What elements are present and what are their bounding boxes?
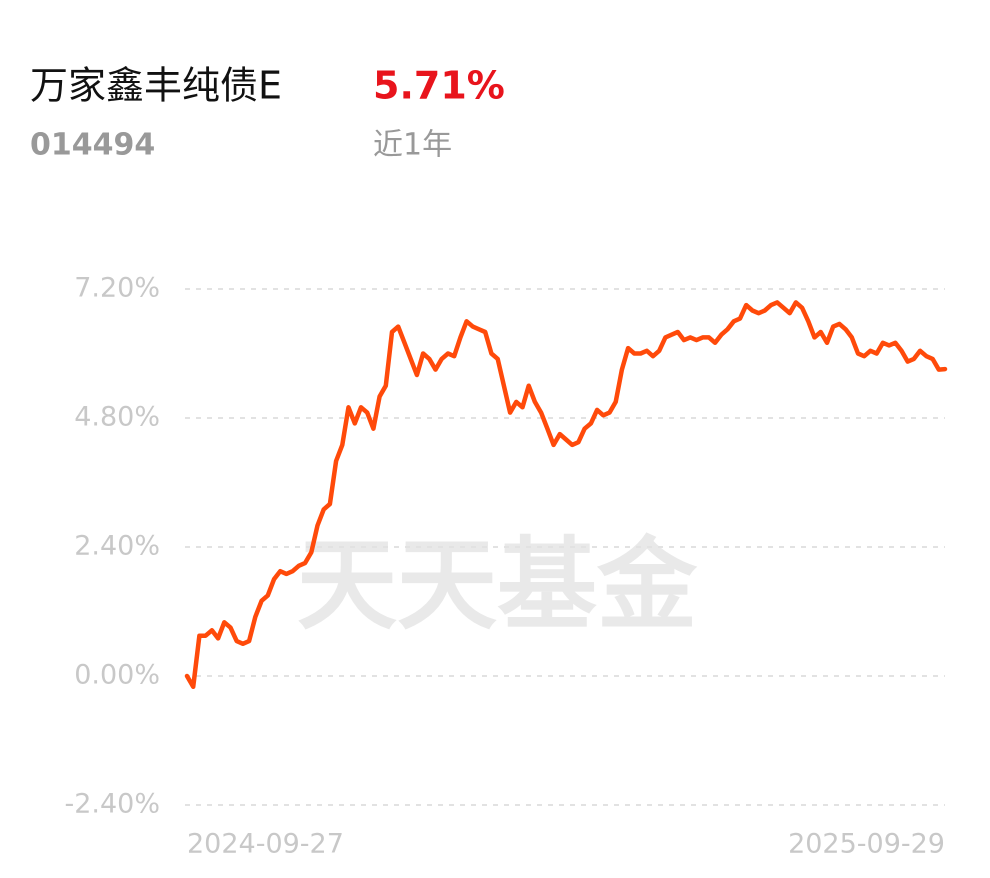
fund-code: 014494 — [30, 128, 155, 163]
line — [184, 300, 948, 690]
fund-return: 5.71% — [373, 64, 505, 108]
y-tick-label: 0.00% — [74, 660, 160, 691]
x-tick-label: 2025-09-29 — [788, 829, 945, 860]
period: 近1年 — [373, 128, 452, 163]
y-tick-label: 7.20% — [74, 273, 160, 304]
x-tick-label: 2024-09-27 — [187, 829, 344, 860]
watermark: 天天基金 — [297, 526, 698, 643]
y-tick-label: 4.80% — [74, 402, 160, 433]
y-tick-label: 2.40% — [74, 531, 160, 562]
y-tick-label: -2.40% — [64, 789, 160, 820]
fund-name: 万家鑫丰纯债E — [30, 64, 282, 108]
